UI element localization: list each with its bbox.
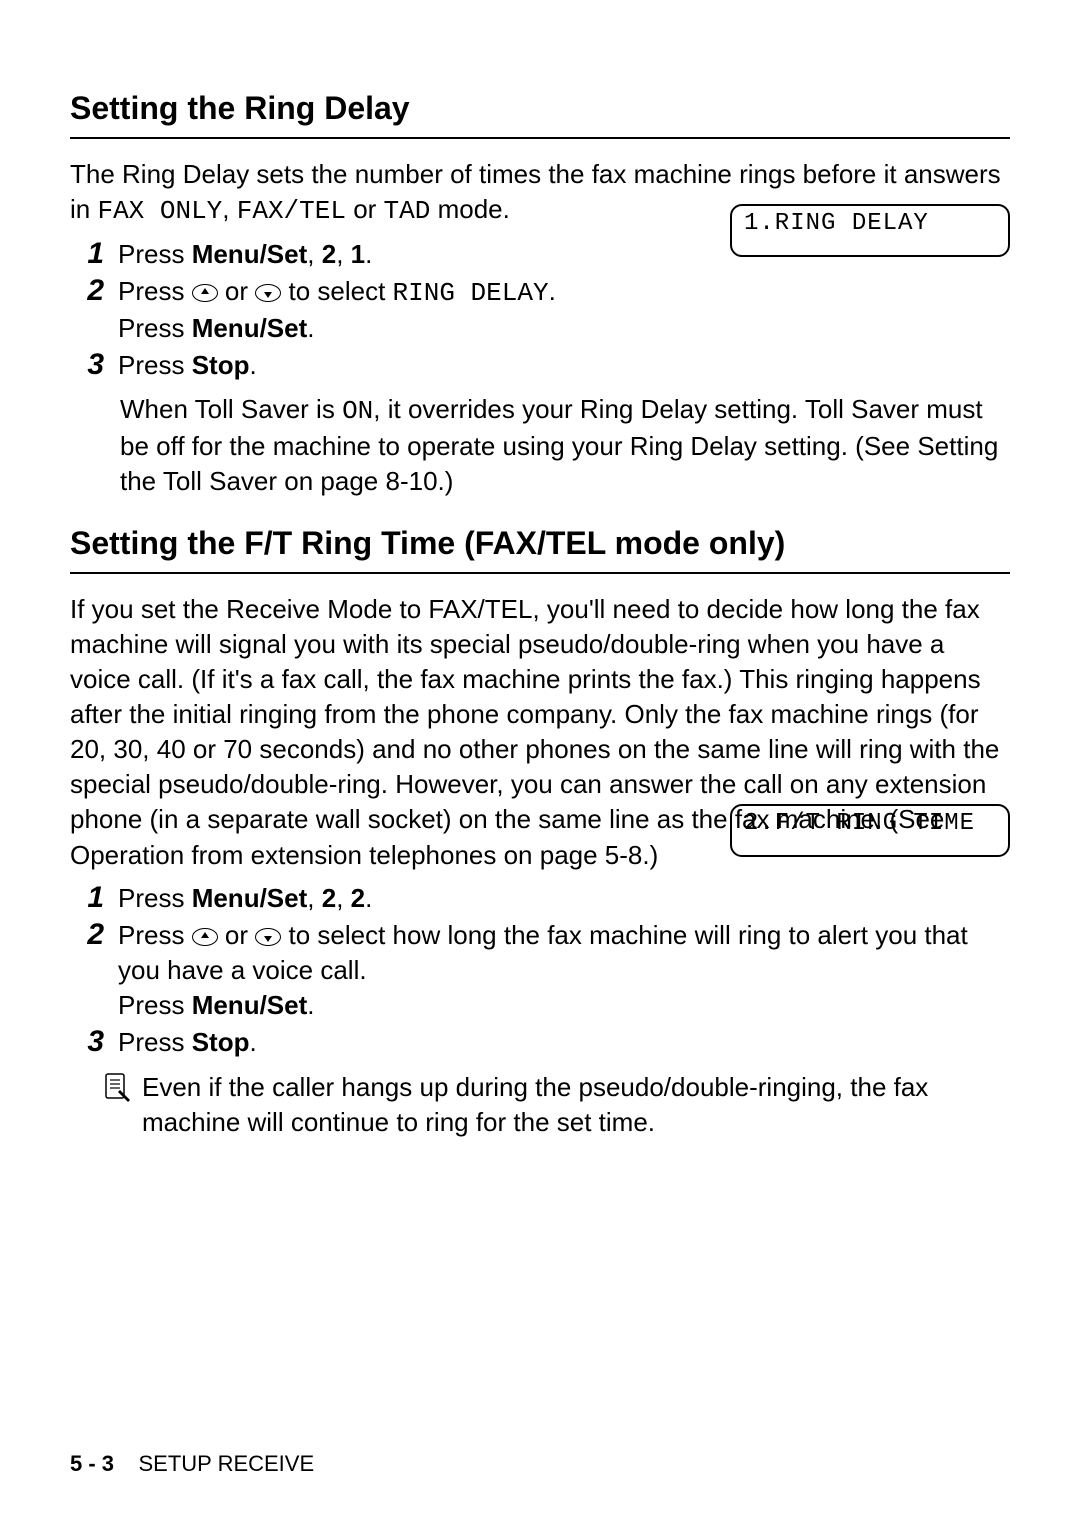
step-2: 2 Press or to select how long the fax ma… (70, 918, 1010, 1023)
section-heading-ft-ring: Setting the F/T Ring Time (FAX/TEL mode … (70, 525, 1010, 574)
text-menuset: Menu/Set (192, 313, 308, 343)
note-row: Even if the caller hangs up during the p… (70, 1070, 1010, 1140)
text: Press (118, 239, 192, 269)
text: Press (118, 920, 192, 950)
steps-list-2: 1 Press Menu/Set, 2, 2. 2 Press or to se… (70, 881, 1010, 1060)
text-stop: Stop (192, 350, 250, 380)
step-body: Press or to select how long the fax mach… (118, 918, 1010, 1023)
arrow-down-icon (255, 284, 281, 302)
step-body: Press Stop. (118, 1025, 1010, 1060)
text: Press (118, 350, 192, 380)
text: . (307, 990, 314, 1020)
lcd-display-ft-ring: 2.F/T RING TIME (730, 804, 1010, 857)
page-footer: 5 - 3 SETUP RECEIVE (70, 1451, 314, 1477)
text: , (336, 883, 350, 913)
step-number: 1 (70, 237, 118, 270)
arrow-down-icon (255, 928, 281, 946)
step-number: 3 (70, 1025, 118, 1058)
arrow-up-icon (192, 284, 218, 302)
text: , (336, 239, 350, 269)
step-3: 3 Press Stop. (70, 348, 1010, 383)
after-note-1: When Toll Saver is ON, it overrides your… (70, 392, 1010, 499)
step-3: 3 Press Stop. (70, 1025, 1010, 1060)
text: mode. (430, 194, 510, 224)
text: 2 (322, 239, 336, 269)
text-on: ON (342, 396, 373, 426)
step-number: 3 (70, 348, 118, 381)
steps-list-1: 1 Press Menu/Set, 2, 1. 2 Press or to se… (70, 237, 1010, 383)
note-icon (100, 1070, 134, 1104)
text: When Toll Saver is (120, 394, 342, 424)
text: Press (118, 313, 192, 343)
text-fax-only: FAX ONLY (97, 196, 222, 226)
text-ref: Operation from extension telephones (70, 840, 496, 870)
text: or (346, 194, 384, 224)
text: . (249, 350, 256, 380)
text: If you set the Receive Mode to FAX/TEL, … (70, 594, 999, 835)
step-subline: Press Menu/Set. (118, 311, 1010, 346)
step-1: 1 Press Menu/Set, 2, 2. (70, 881, 1010, 916)
text: Press (118, 1027, 192, 1057)
text-menuset: Menu/Set (192, 990, 308, 1020)
text: , (307, 239, 321, 269)
step-1: 1 Press Menu/Set, 2, 1. (70, 237, 1010, 272)
text: . (249, 1027, 256, 1057)
text: . (365, 239, 372, 269)
step-number: 2 (70, 918, 118, 951)
step-2: 2 Press or to select RING DELAY. Press M… (70, 274, 1010, 346)
text-menuset: Menu/Set (192, 883, 308, 913)
text: or (218, 276, 256, 306)
text: on page 8-10.) (277, 466, 453, 496)
section-heading-ring-delay: Setting the Ring Delay (70, 90, 1010, 139)
text: 1 (351, 239, 365, 269)
text: 2 (322, 883, 336, 913)
footer-title: SETUP RECEIVE (139, 1451, 315, 1476)
text-menuset: Menu/Set (192, 239, 308, 269)
page-number: 5 - 3 (70, 1451, 114, 1476)
text: , (222, 194, 236, 224)
text-fax-tel: FAX/TEL (237, 196, 346, 226)
text-stop: Stop (192, 1027, 250, 1057)
step-body: Press Menu/Set, 2, 2. (118, 881, 1010, 916)
step-number: 2 (70, 274, 118, 307)
note-text: Even if the caller hangs up during the p… (142, 1070, 1010, 1140)
text: on page 5-8.) (496, 840, 658, 870)
text-tad: TAD (384, 196, 431, 226)
text: Press (118, 883, 192, 913)
text: Press (118, 276, 192, 306)
step-body: Press or to select RING DELAY. Press Men… (118, 274, 1010, 346)
text: . (549, 276, 556, 306)
text: . (307, 313, 314, 343)
text: to select (281, 276, 392, 306)
text: or (218, 920, 256, 950)
text-ring-delay: RING DELAY (393, 278, 549, 308)
text: Press (118, 990, 192, 1020)
footer-title (120, 1451, 138, 1476)
text: . (365, 883, 372, 913)
text: , (307, 883, 321, 913)
step-number: 1 (70, 881, 118, 914)
step-subline: Press Menu/Set. (118, 988, 1010, 1023)
step-body: Press Menu/Set, 2, 1. (118, 237, 1010, 272)
step-body: Press Stop. (118, 348, 1010, 383)
text: 2 (351, 883, 365, 913)
arrow-up-icon (192, 928, 218, 946)
